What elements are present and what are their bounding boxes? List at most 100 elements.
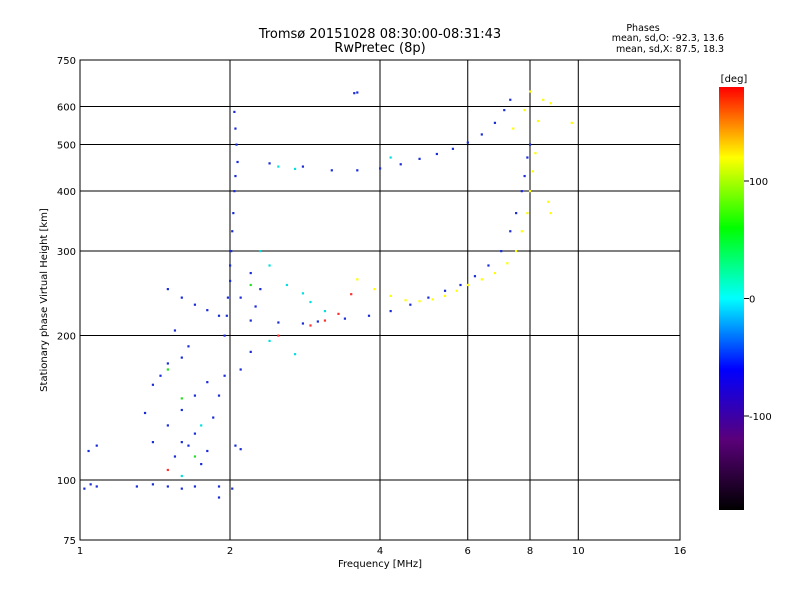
- data-point: [193, 485, 197, 488]
- data-point: [89, 483, 92, 486]
- y-tick-label: 400: [57, 187, 76, 198]
- data-point: [367, 314, 371, 317]
- data-point: [520, 190, 523, 193]
- data-point: [223, 334, 226, 337]
- data-point: [443, 289, 447, 292]
- data-point: [249, 283, 252, 287]
- data-point: [547, 200, 550, 203]
- data-point: [180, 296, 183, 299]
- data-point: [206, 449, 209, 453]
- data-point: [268, 162, 271, 165]
- data-point: [316, 320, 319, 323]
- data-point: [200, 462, 203, 466]
- data-point: [173, 455, 177, 458]
- data-point: [212, 416, 215, 419]
- data-point: [231, 487, 234, 490]
- data-point: [180, 408, 183, 412]
- data-point: [443, 294, 447, 297]
- data-point: [277, 165, 280, 168]
- data-point: [509, 230, 512, 233]
- y-tick-label: 600: [57, 103, 76, 114]
- grid-lines: [80, 60, 680, 540]
- data-point: [166, 485, 169, 488]
- data-point: [523, 109, 526, 112]
- x-tick-label: 4: [377, 546, 383, 557]
- data-point: [301, 322, 305, 325]
- data-point: [466, 283, 469, 287]
- data-point: [509, 98, 512, 101]
- data-point: [536, 119, 540, 123]
- data-point: [512, 127, 515, 130]
- data-point: [534, 152, 537, 155]
- colorbar-ticks: -100 0 100: [744, 177, 772, 423]
- phase-stats-x: mean, sd,X: 87.5, 18.3: [616, 44, 724, 55]
- y-tick-label: 100: [57, 476, 76, 487]
- colorbar-tick-label: -100: [749, 412, 772, 423]
- data-point: [473, 275, 477, 278]
- data-point: [166, 362, 169, 365]
- data-point: [570, 121, 573, 124]
- data-point: [337, 312, 340, 315]
- data-point: [529, 190, 532, 193]
- colorbar: [719, 87, 744, 510]
- data-point: [151, 483, 155, 486]
- data-point: [87, 449, 90, 453]
- data-point: [389, 294, 392, 297]
- data-point: [356, 278, 359, 281]
- x-tick-label: 10: [572, 546, 585, 557]
- data-point: [520, 230, 523, 233]
- data-point: [180, 441, 183, 444]
- data-point: [223, 374, 226, 377]
- data-point: [399, 163, 402, 166]
- data-point: [193, 394, 197, 397]
- data-point: [409, 303, 412, 306]
- data-point: [503, 109, 506, 112]
- data-point: [506, 262, 509, 265]
- data-point: [480, 133, 483, 136]
- data-point: [135, 485, 138, 488]
- x-tick-label: 1: [77, 546, 83, 557]
- data-point: [187, 444, 190, 447]
- data-point: [268, 264, 271, 267]
- data-point: [225, 314, 228, 317]
- plot-frame: [79, 59, 681, 541]
- data-point: [356, 169, 359, 172]
- data-point: [239, 296, 242, 299]
- y-tick-label: 500: [57, 141, 76, 152]
- data-point: [389, 309, 392, 313]
- data-point: [389, 156, 392, 159]
- data-point: [549, 102, 552, 105]
- data-point: [500, 250, 503, 253]
- chart-subtitle: RwPretec (8p): [334, 41, 425, 56]
- data-points: [83, 90, 573, 499]
- data-point: [166, 424, 169, 427]
- chart-title: Tromsø 20151028 08:30:00-08:31:43: [258, 27, 501, 42]
- data-point: [229, 279, 232, 283]
- data-point: [234, 127, 237, 130]
- data-point: [235, 143, 238, 146]
- data-point: [480, 278, 483, 281]
- data-point: [466, 141, 469, 144]
- data-point: [323, 309, 327, 313]
- data-point: [180, 474, 183, 478]
- data-point: [493, 121, 497, 124]
- data-point: [95, 485, 98, 488]
- data-point: [515, 212, 518, 215]
- x-tick-label: 6: [465, 546, 471, 557]
- data-point: [435, 152, 438, 156]
- data-point: [549, 212, 552, 215]
- data-point: [193, 432, 197, 435]
- data-point: [166, 468, 169, 472]
- data-point: [418, 157, 421, 160]
- data-point: [151, 383, 155, 386]
- y-tick-label: 200: [57, 332, 76, 343]
- colorbar-label: [deg]: [721, 74, 748, 85]
- data-point: [234, 174, 237, 178]
- data-point: [526, 212, 529, 215]
- y-tick-label: 75: [63, 536, 76, 547]
- data-point: [206, 309, 209, 312]
- x-tick-label: 8: [527, 546, 533, 557]
- phase-stats-o: mean, sd,O: -92.3, 13.6: [612, 33, 724, 44]
- data-point: [404, 299, 407, 302]
- data-point: [229, 264, 232, 267]
